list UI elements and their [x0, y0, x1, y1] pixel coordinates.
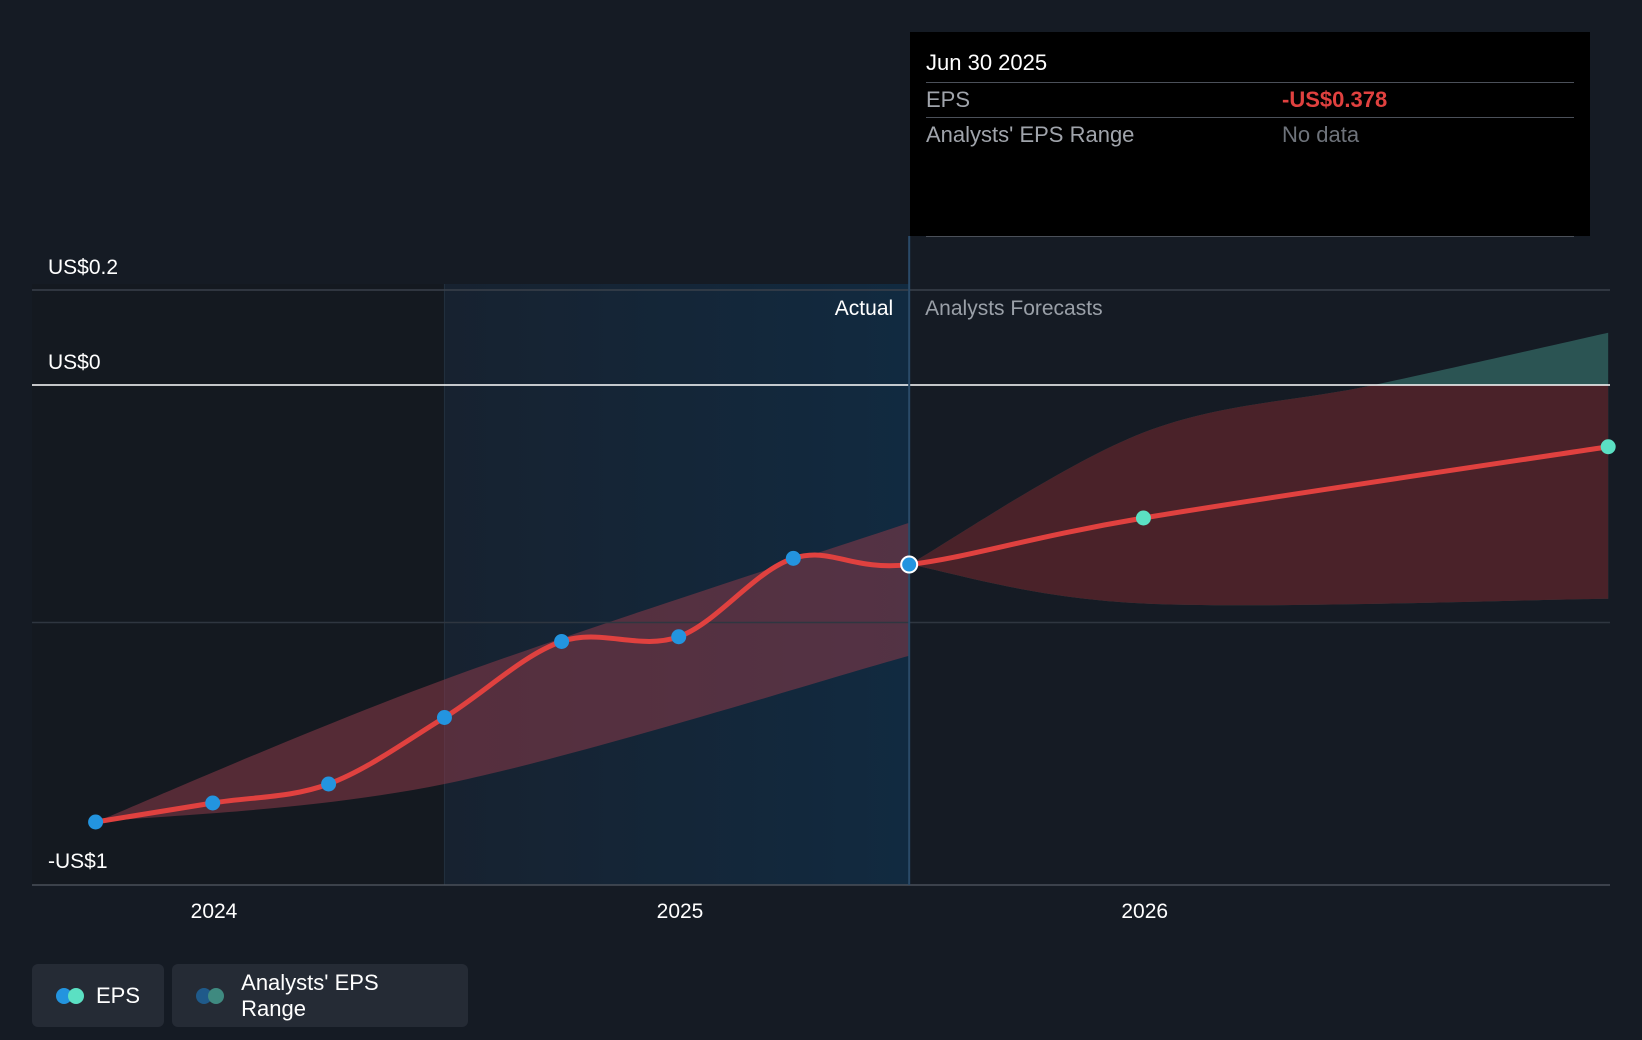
- tooltip-date: Jun 30 2025: [926, 32, 1574, 83]
- y-tick-label: US$0.2: [48, 256, 118, 279]
- legend-range[interactable]: Analysts' EPS Range: [172, 964, 468, 1027]
- forecast-range-negative: [909, 385, 1609, 606]
- eps-point: [554, 634, 570, 649]
- tooltip-range-label: Analysts' EPS Range: [926, 122, 1135, 147]
- tooltip: Jun 30 2025 EPS -US$0.378 Analysts' EPS …: [910, 32, 1590, 237]
- range-bands: [95, 332, 1609, 822]
- eps-point: [321, 776, 337, 792]
- y-tick-label: -US$1: [48, 850, 108, 873]
- tooltip-divider: [926, 152, 1574, 237]
- legend-eps[interactable]: EPS: [32, 964, 164, 1027]
- eps-point: [671, 629, 687, 645]
- eps-point: [436, 710, 452, 725]
- x-tick-label: 2026: [1121, 900, 1168, 923]
- eps-forecast-point: [1135, 510, 1151, 526]
- tooltip-eps-value: -US$0.378: [1282, 87, 1388, 112]
- eps-points: [88, 439, 1616, 830]
- past-eps-band: [95, 522, 910, 822]
- axis-labels: US$0.2 US$0 -US$1 2024 2025 2026 Actual Analyst…: [48, 256, 1168, 923]
- eps-point: [785, 550, 801, 566]
- legend-range-icon: [196, 987, 227, 1005]
- tooltip-range-value: No data: [1282, 122, 1360, 147]
- tooltip-row-range: Analysts' EPS Range No data: [926, 118, 1574, 152]
- forecast-label: Analysts Forecasts: [925, 297, 1102, 320]
- legend-eps-label: EPS: [95, 982, 140, 1008]
- tooltip-eps-label: EPS: [926, 87, 971, 112]
- eps-point: [205, 795, 221, 811]
- eps-forecast-point: [1600, 439, 1616, 455]
- x-tick-label: 2025: [657, 900, 704, 923]
- eps-point: [88, 814, 104, 830]
- grid-lines: [32, 236, 1610, 886]
- y-tick-label: US$0: [48, 351, 101, 374]
- legend-range-label: Analysts' EPS Range: [241, 969, 379, 1021]
- tooltip-row-eps: EPS -US$0.378: [926, 83, 1574, 118]
- eps-point-highlight: [900, 555, 919, 574]
- legend-eps-icon: [56, 987, 84, 1005]
- x-tick-label: 2024: [191, 900, 238, 923]
- actual-label: Actual: [835, 297, 893, 320]
